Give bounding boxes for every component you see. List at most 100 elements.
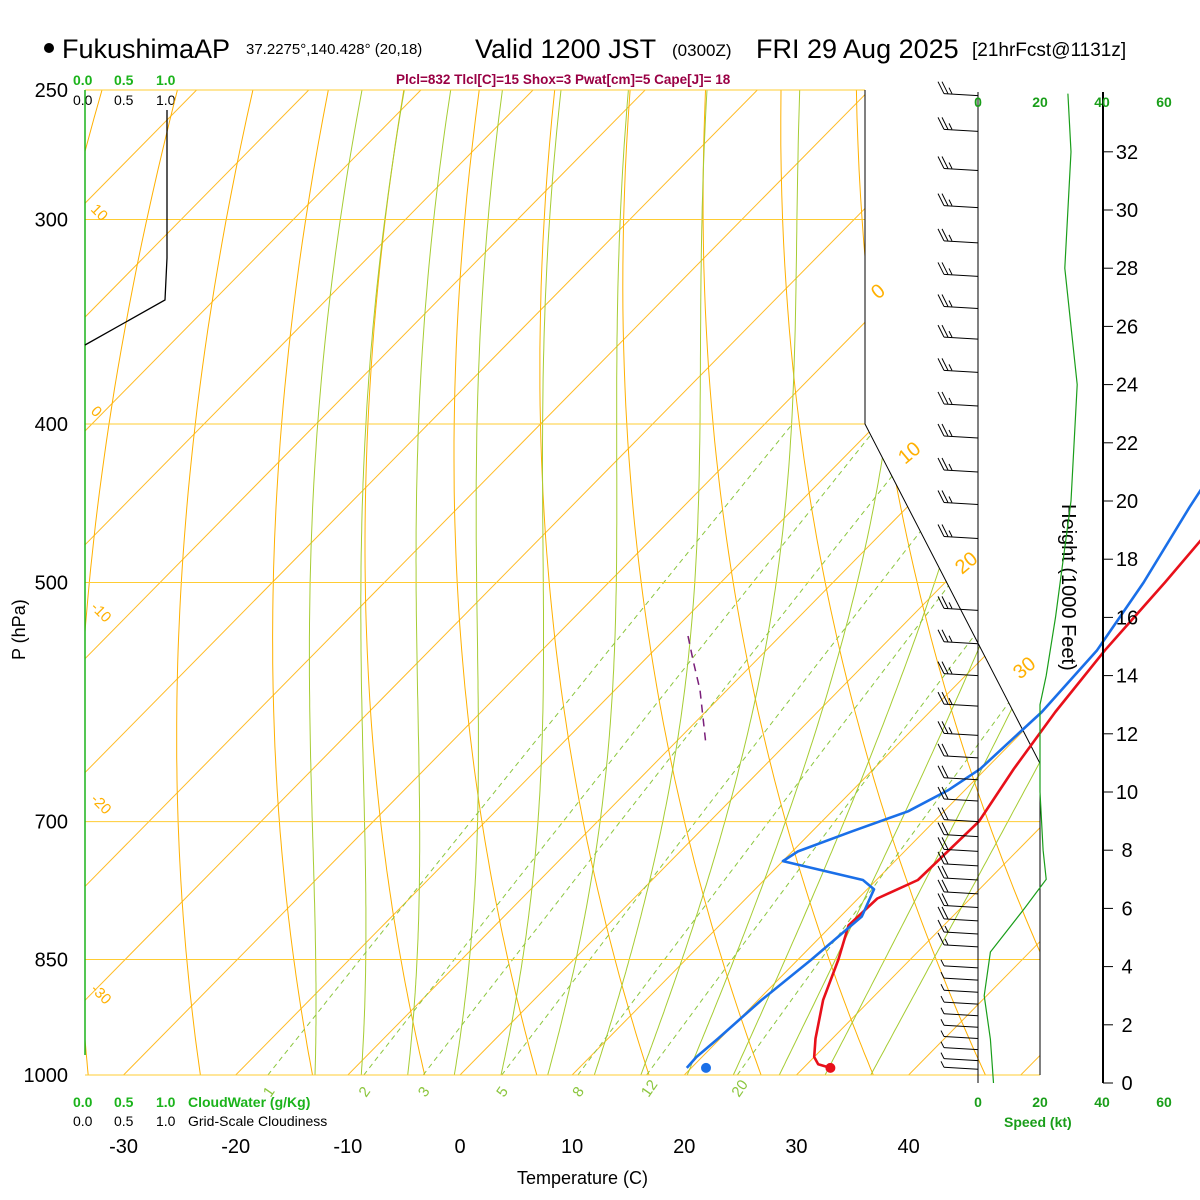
isotherm-line [85,90,422,1075]
moist-adiabat-line [627,90,802,1075]
cloud-scale-top-0: 0.0 [73,72,93,88]
wind-barb [937,81,979,97]
cloud-scale-bottom-2: 1.0 [156,1094,176,1110]
speed-tick-label-bottom: 20 [1032,1094,1048,1110]
wind-barb-staff [943,777,979,781]
height-tick-label: 4 [1121,957,1132,979]
mixing-ratio-line [736,423,1040,1075]
wind-barb-flag [937,596,945,609]
mixing-ratio-label: 20 [728,1077,751,1100]
height-tick-label: 20 [1116,491,1138,513]
wind-barb-flag [941,193,949,206]
height-tick-label: 10 [1116,782,1138,804]
wind-barb [937,629,979,645]
wind-barb-flag [941,81,949,94]
wind-barb-staff [943,1024,979,1028]
wind-barb-staff [943,607,979,611]
wind-barb-staff [943,798,979,802]
height-tick-label: 22 [1116,433,1138,455]
station-name: FukushimaAP [62,34,230,64]
wind-barb-flag [941,117,949,130]
wind-barb-flag [937,262,945,275]
wind-barb-halfflag [940,995,945,1003]
mixing-ratio-label: 5 [493,1084,512,1101]
dry-adiabat-label: -30 [87,981,114,1008]
dry-adiabat-line [539,90,661,1075]
wind-barb-halfflag [944,925,949,933]
wind-barb [937,721,979,736]
cloud-scale-bottom-0: 0.0 [73,1094,93,1110]
pressure-tick-label: 500 [35,573,68,595]
wind-barb-staff [943,168,979,172]
cloudiness-scale-top-2: 1.0 [156,92,176,108]
valid-time: Valid 1200 JST [475,34,656,64]
wind-barb-flag [941,324,949,338]
wind-barb [940,959,979,969]
wind-barb-flag [941,661,949,674]
wind-barb [940,983,979,993]
pressure-tick-label: 850 [35,950,68,972]
wind-barb [937,837,979,852]
wind-barb-halfflag [940,1007,945,1014]
wind-barb-halfflag [940,1061,945,1068]
moist-adiabat-line [716,90,1036,1075]
pressure-tick-label: 300 [35,210,68,232]
wind-speed-profile-line [983,93,1078,1084]
wind-barb [937,807,979,823]
wind-barb [937,851,979,867]
pressure-tick-label: 700 [35,812,68,834]
wind-barb-flag [941,743,949,757]
indices-line: Plcl=832 Tlcl[C]=15 Shox=3 Pwat[cm]=5 Ca… [396,72,731,87]
temperature-tick-label: 40 [897,1136,919,1158]
wind-barb-staff [943,944,979,948]
wind-barb-flag [941,822,949,835]
wind-barb [937,193,979,209]
wind-barb-flag [941,851,949,865]
wind-barb [937,262,979,277]
speed-axis-label: Speed (kt) [1004,1114,1072,1130]
isotherm-line [683,90,1040,1075]
height-tick-label: 18 [1116,549,1138,571]
wind-barb-flag [941,156,949,169]
wind-barb-flag [937,228,945,242]
pressure-tick-label: 400 [35,414,68,436]
wind-barb-staff [943,931,979,935]
temperature-profile-line [812,539,1200,1070]
grid-clip-group [85,90,1040,1075]
wind-barb-flag [937,919,945,933]
wind-barb-flag [941,262,949,275]
wind-barb-flag [937,765,945,778]
wind-barbs [937,81,979,1070]
wind-barb [937,358,979,373]
wind-barb-flag [941,786,949,800]
cloud-scale-top-1: 0.5 [114,72,134,88]
wind-barb [937,765,979,781]
wind-barb [937,294,979,309]
utc-time: (0300Z) [672,41,732,60]
wind-barb-staff [943,240,979,244]
parcel-path [687,635,707,746]
height-tick-label: 12 [1116,724,1138,746]
wind-barb [937,324,979,340]
speed-tick-label-bottom: 0 [974,1094,982,1110]
wind-barb-halfflag [944,938,949,946]
wind-barb-halfflag [948,429,953,437]
cloudiness-label: Grid-Scale Cloudiness [188,1113,327,1129]
wind-barb [940,1061,979,1070]
wind-barb-staff [943,641,979,645]
wind-barb-halfflag [940,971,945,979]
height-tick-label: 16 [1116,607,1138,629]
station-coords: 37.2275°,140.428° (20,18) [246,41,422,58]
wind-barb-staff [943,305,979,309]
wind-barb [937,906,979,922]
surface-temperature-marker [825,1062,836,1073]
wind-barb-flag [937,524,945,537]
mixing-ratio-line [363,423,880,1075]
wind-barb-halfflag [948,199,953,206]
height-tick-label: 6 [1121,898,1132,920]
wind-barb-flag [941,391,949,405]
cloudiness-scale-top-1: 0.5 [114,92,134,108]
y-axis-label: P (hPa) [9,599,29,660]
